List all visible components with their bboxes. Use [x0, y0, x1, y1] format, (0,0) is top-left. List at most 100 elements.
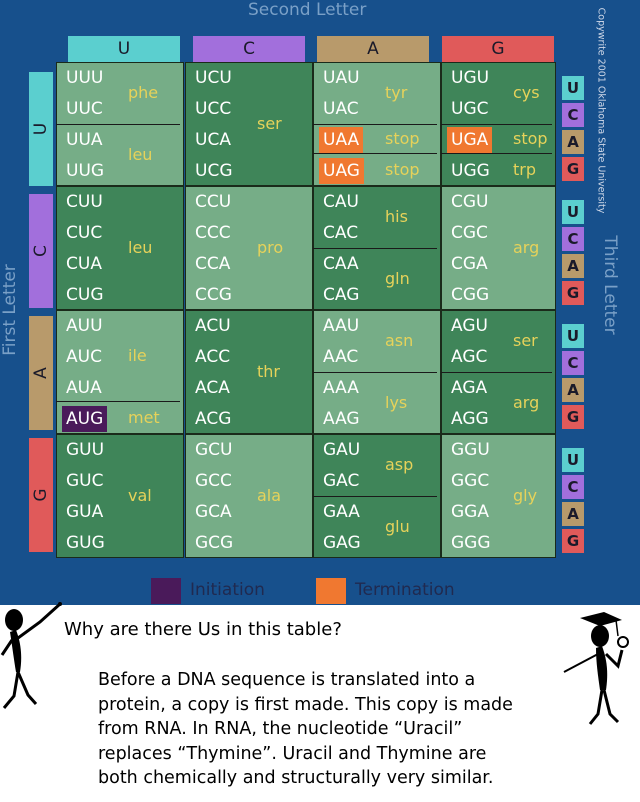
- codon-block-ac: [185, 310, 313, 434]
- codon-ccg: CCG: [195, 285, 232, 305]
- group-divider: [441, 372, 552, 373]
- codon-aag: AAG: [323, 409, 360, 429]
- codon-agc: AGC: [451, 347, 488, 367]
- codon-guu: GUU: [66, 440, 105, 460]
- amino-acid-label: his: [385, 206, 408, 226]
- first-letter-header-g: G: [29, 438, 53, 552]
- codon-ccu: CCU: [195, 192, 232, 212]
- third-letter-u: U: [562, 448, 584, 472]
- second-letter-title: Second Letter: [248, 0, 367, 20]
- amino-acid-label: asn: [385, 330, 414, 350]
- codon-aug: AUG: [62, 406, 108, 432]
- codon-uaa: UAA: [319, 127, 364, 153]
- codon-uca: UCA: [195, 130, 231, 150]
- codon-cag: CAG: [323, 285, 360, 305]
- codon-uag: UAG: [319, 158, 364, 184]
- codon-cug: CUG: [66, 285, 104, 305]
- second-letter-header-u: U: [68, 36, 180, 62]
- codon-agu: AGU: [451, 316, 488, 336]
- codon-block-gu: [56, 434, 184, 558]
- group-divider: [313, 124, 437, 125]
- group-divider: [313, 496, 437, 497]
- codon-cga: CGA: [451, 254, 488, 274]
- codon-cua: CUA: [66, 254, 102, 274]
- termination-legend-label: Termination: [355, 580, 455, 600]
- codon-block-uc: [185, 62, 313, 186]
- amino-acid-label: stop: [385, 129, 420, 148]
- amino-acid-label: trp: [513, 160, 537, 179]
- third-letter-a: A: [562, 502, 584, 526]
- codon-uug: UUG: [66, 161, 105, 181]
- amino-acid-label: arg: [513, 237, 540, 257]
- amino-acid-label: asp: [385, 454, 414, 474]
- codon-aac: AAC: [323, 347, 359, 367]
- codon-acc: ACC: [195, 347, 231, 367]
- codon-aau: AAU: [323, 316, 360, 336]
- codon-gag: GAG: [323, 533, 361, 553]
- codon-cgc: CGC: [451, 223, 488, 243]
- amino-acid-label: tyr: [385, 82, 408, 102]
- codon-uga: UGA: [447, 127, 493, 153]
- codon-gga: GGA: [451, 502, 489, 522]
- second-letter-header-a: A: [317, 36, 429, 62]
- third-letter-u: U: [562, 200, 584, 224]
- codon-aca: ACA: [195, 378, 230, 398]
- codon-gua: GUA: [66, 502, 104, 522]
- copyright-note: Copywrite 2001 Oklahoma State University: [595, 7, 607, 214]
- stick-figure-graduate-icon: [563, 612, 629, 725]
- amino-acid-label: gly: [513, 485, 538, 505]
- codon-ucu: UCU: [195, 68, 232, 88]
- third-letter-u: U: [562, 76, 584, 100]
- initiation-legend-swatch: [151, 578, 181, 604]
- codon-uac: UAC: [323, 99, 359, 119]
- codon-ugc: UGC: [451, 99, 489, 119]
- amino-acid-label: gln: [385, 268, 410, 288]
- third-letter-c: C: [562, 351, 584, 375]
- codon-aga: AGA: [451, 378, 488, 398]
- amino-acid-label: arg: [513, 392, 540, 412]
- third-letter-a: A: [562, 130, 584, 154]
- first-letter-label: C: [31, 245, 51, 257]
- amino-acid-label: ile: [128, 346, 147, 365]
- group-divider: [56, 124, 180, 125]
- codon-ucg: UCG: [195, 161, 233, 181]
- third-letter-g: G: [562, 405, 584, 429]
- codon-gac: GAC: [323, 471, 360, 491]
- codon-gaa: GAA: [323, 502, 360, 522]
- codon-acu: ACU: [195, 316, 231, 336]
- dialog-answer: Before a DNA sequence is translated into…: [98, 668, 513, 791]
- codon-cac: CAC: [323, 223, 359, 243]
- amino-acid-label: cys: [513, 82, 540, 102]
- third-letter-g: G: [562, 281, 584, 305]
- dialog-question: Why are there Us in this table?: [64, 619, 342, 640]
- codon-gcc: GCC: [195, 471, 232, 491]
- amino-acid-label: ala: [257, 485, 282, 505]
- first-letter-label: U: [31, 122, 51, 136]
- group-divider: [313, 248, 437, 249]
- group-divider: [441, 153, 552, 154]
- codon-gau: GAU: [323, 440, 361, 460]
- codon-auu: AUU: [66, 316, 103, 336]
- third-letter-a: A: [562, 254, 584, 278]
- codon-uau: UAU: [323, 68, 360, 88]
- first-letter-label: G: [31, 488, 51, 502]
- amino-acid-label: val: [128, 485, 152, 505]
- codon-cgu: CGU: [451, 192, 489, 212]
- answer-line: both chemically and structurally very si…: [98, 768, 494, 788]
- codon-ugu: UGU: [451, 68, 490, 88]
- third-letter-c: C: [562, 475, 584, 499]
- first-letter-label: A: [31, 367, 51, 379]
- codon-caa: CAA: [323, 254, 359, 274]
- codon-ggg: GGG: [451, 533, 491, 553]
- first-letter-header-a: A: [29, 316, 53, 430]
- group-divider: [313, 372, 437, 373]
- group-divider: [313, 153, 437, 154]
- codon-block-gc: [185, 434, 313, 558]
- amino-acid-label: met: [128, 408, 160, 427]
- answer-line: replaces “Thymine”. Uracil and Thymine a…: [98, 743, 487, 764]
- amino-acid-label: stop: [385, 160, 420, 179]
- codon-gug: GUG: [66, 533, 105, 553]
- first-letter-header-u: U: [29, 72, 53, 186]
- amino-acid-label: glu: [385, 516, 410, 536]
- codon-block-cc: [185, 186, 313, 310]
